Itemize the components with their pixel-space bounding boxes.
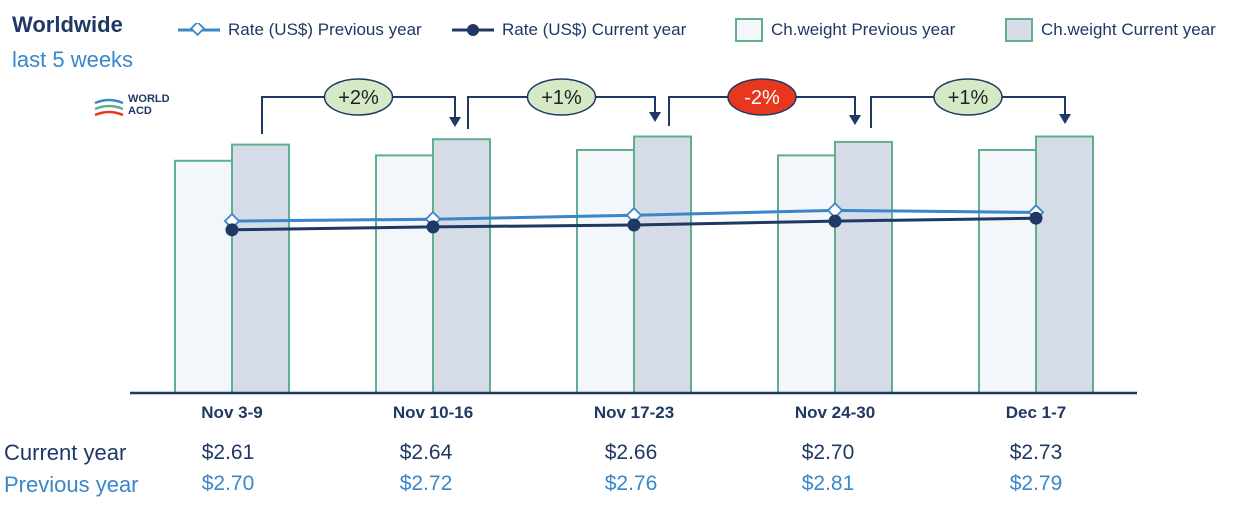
bar-chweight-current — [231, 143, 290, 394]
bar-chweight-current — [834, 140, 893, 394]
legend-label: Ch.weight Previous year — [771, 20, 956, 39]
legend-rate-current: Rate (US$) Current year — [452, 18, 686, 42]
current-year-rate: $2.64 — [399, 441, 453, 464]
current-year-rate: $2.66 — [604, 441, 658, 464]
logo-swirl-icon — [94, 98, 124, 117]
change-badge — [933, 78, 1003, 116]
bar-chweight-previous — [978, 149, 1037, 394]
x-tick-label: Nov 24-30 — [795, 403, 875, 422]
previous-year-rate: $2.81 — [801, 472, 855, 495]
bar-swatch-icon — [735, 18, 763, 42]
change-badge-label: -2% — [744, 87, 780, 109]
change-badge-label: +2% — [338, 87, 379, 109]
logo-line-1: WORLD — [128, 93, 170, 105]
point-rate-current — [1029, 211, 1043, 225]
x-tick-label: Nov 17-23 — [594, 403, 674, 422]
point-rate-current — [426, 220, 440, 234]
point-rate-current — [828, 214, 842, 228]
previous-year-rate: $2.72 — [399, 472, 453, 495]
line-diamond-icon — [178, 23, 220, 37]
bar-chweight-previous — [576, 149, 635, 394]
point-rate-previous — [625, 206, 643, 224]
change-arrowhead — [649, 112, 661, 122]
legend-chweight-current: Ch.weight Current year — [1005, 18, 1216, 42]
world-acd-logo: WORLD ACD — [92, 93, 182, 133]
point-rate-previous — [826, 202, 844, 219]
previous-year-label: Previous year — [4, 472, 139, 497]
bar-chweight-current — [432, 138, 491, 394]
previous-year-rate: $2.79 — [1009, 472, 1063, 495]
previous-year-rate: $2.70 — [201, 472, 255, 495]
change-badge-label: +1% — [948, 87, 989, 109]
chart-title: Worldwide — [12, 12, 123, 37]
bar-chweight-previous — [777, 154, 836, 394]
change-badge — [727, 78, 797, 116]
current-year-rate: $2.61 — [201, 441, 255, 464]
change-arrowhead — [449, 117, 461, 127]
current-year-rate: $2.70 — [801, 441, 855, 464]
legend-rate-previous: Rate (US$) Previous year — [178, 18, 422, 42]
legend-label: Rate (US$) Current year — [502, 20, 687, 39]
x-tick-label: Nov 10-16 — [393, 403, 473, 422]
current-year-label: Current year — [4, 440, 127, 465]
change-arrowhead — [1059, 114, 1071, 124]
bar-swatch-icon — [1005, 18, 1033, 42]
chart-subtitle: last 5 weeks — [12, 47, 134, 72]
change-arrowhead — [849, 115, 861, 125]
bar-chweight-current — [1035, 135, 1094, 394]
bar-chweight-previous — [174, 159, 233, 394]
legend-label: Rate (US$) Previous year — [228, 20, 422, 39]
change-badge — [323, 78, 394, 116]
x-tick-label: Nov 3-9 — [201, 403, 262, 422]
bar-chweight-current — [633, 135, 692, 394]
line-dot-icon — [452, 24, 494, 36]
legend-chweight-previous: Ch.weight Previous year — [735, 18, 955, 42]
legend-label: Ch.weight Current year — [1041, 20, 1216, 39]
point-rate-current — [225, 223, 239, 237]
previous-year-rate: $2.76 — [604, 472, 658, 495]
change-badge-label: +1% — [541, 87, 582, 109]
x-tick-label: Dec 1-7 — [1006, 403, 1066, 422]
logo-line-2: ACD — [128, 105, 152, 117]
current-year-rate: $2.73 — [1009, 441, 1063, 464]
bar-chweight-previous — [375, 154, 434, 394]
change-badge — [526, 78, 597, 116]
point-rate-current — [627, 218, 641, 232]
